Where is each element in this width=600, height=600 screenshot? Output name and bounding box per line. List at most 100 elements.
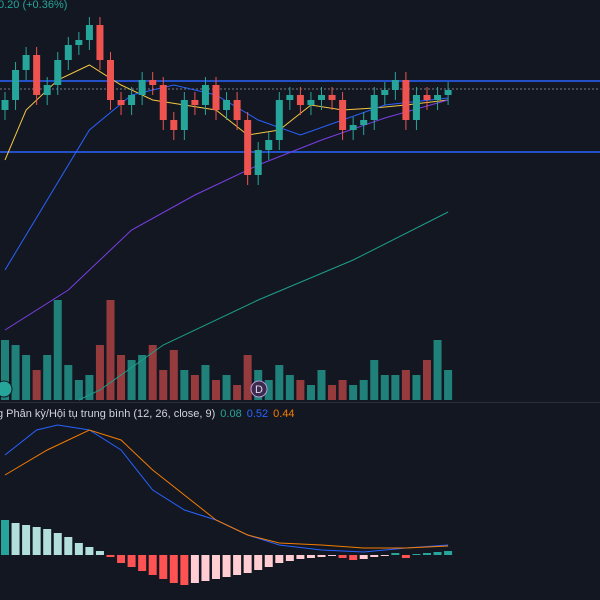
volume-bar xyxy=(190,375,199,400)
candle-body xyxy=(434,95,442,100)
candle-body xyxy=(22,55,30,70)
candle-body xyxy=(233,100,241,120)
candle-body xyxy=(180,100,188,130)
histogram-bar xyxy=(349,555,358,560)
histogram-bar xyxy=(412,554,421,555)
volume-bar xyxy=(22,355,31,400)
macd-legend-value: 0.52 xyxy=(247,408,268,420)
histogram-bar xyxy=(338,555,347,558)
candle-body xyxy=(381,90,389,95)
histogram-bar xyxy=(148,555,157,575)
histogram-bar xyxy=(254,555,263,570)
histogram-bar xyxy=(127,555,136,567)
volume-bar xyxy=(338,380,347,400)
volume-bar xyxy=(401,370,410,400)
candle-body xyxy=(1,100,9,110)
histogram-bar xyxy=(359,555,368,559)
candle-body xyxy=(360,120,368,125)
candle-body xyxy=(107,60,114,100)
histogram-bar xyxy=(11,523,20,555)
histogram-bar xyxy=(117,555,126,563)
volume-bar xyxy=(380,375,389,400)
candle-body xyxy=(286,95,294,100)
candle-body xyxy=(265,140,273,150)
badge xyxy=(250,380,268,398)
volume-bar xyxy=(275,365,284,400)
macd-label: g Phân kỳ/Hội tụ trung bình (12, 26, clo… xyxy=(0,408,215,420)
volume-bar xyxy=(32,370,41,400)
candle-body xyxy=(328,95,336,100)
candle-body xyxy=(201,85,209,105)
histogram-bar xyxy=(43,529,52,555)
volume-bar xyxy=(306,385,315,400)
candle-body xyxy=(43,85,51,95)
volume-bar xyxy=(233,385,242,400)
volume-bar xyxy=(11,345,20,400)
candle-body xyxy=(444,90,452,95)
histogram-bar xyxy=(380,555,389,556)
histogram-bar xyxy=(444,551,453,555)
volume-bar xyxy=(106,300,115,400)
volume-bar xyxy=(95,345,104,400)
macd-legend-value: 0.08 xyxy=(220,408,241,420)
histogram-bar xyxy=(159,555,168,579)
histogram-bar xyxy=(306,555,315,558)
volume-bar xyxy=(296,380,305,400)
candle-body xyxy=(128,95,136,105)
histogram-bar xyxy=(85,547,94,555)
volume-bar xyxy=(53,300,62,400)
badge-label: D xyxy=(255,384,263,396)
histogram-bar xyxy=(296,555,305,559)
volume-bar xyxy=(169,350,178,400)
candle-body xyxy=(33,55,41,95)
candle-body xyxy=(117,100,125,105)
candle-body xyxy=(191,100,199,105)
volume-bar xyxy=(212,380,220,400)
histogram-bar xyxy=(22,525,31,555)
volume-bar xyxy=(117,355,126,400)
candle-body xyxy=(170,120,178,130)
volume-bar xyxy=(180,370,189,400)
histogram-bar xyxy=(433,552,442,555)
volume-bar xyxy=(138,355,147,400)
volume-bar xyxy=(201,365,210,400)
histogram-bar xyxy=(212,555,220,579)
histogram-bar xyxy=(190,555,199,583)
histogram-bar xyxy=(169,555,178,583)
candle-body xyxy=(85,25,93,40)
macd-legend-value: 0.44 xyxy=(273,408,294,420)
volume-bar xyxy=(359,380,368,400)
histogram-bar xyxy=(106,555,115,557)
volume-bar xyxy=(1,340,9,400)
volume-bar xyxy=(243,355,252,400)
candle-body xyxy=(318,95,325,100)
candle-body xyxy=(12,70,20,100)
histogram-bar xyxy=(1,520,9,555)
volume-bar xyxy=(444,370,453,400)
volume-bar xyxy=(264,380,273,400)
macd-line xyxy=(4,424,449,553)
volume-bar xyxy=(148,345,157,400)
volume-bar xyxy=(285,375,294,400)
volume-bar xyxy=(127,360,136,400)
histogram-bar xyxy=(264,555,273,567)
candle-body xyxy=(412,95,420,120)
candle-body xyxy=(296,95,304,105)
volume-bar xyxy=(317,370,326,400)
volume-bar xyxy=(370,360,379,400)
volume-bar xyxy=(423,360,431,400)
histogram-bar xyxy=(317,555,326,557)
candle-body xyxy=(349,125,357,130)
candle-body xyxy=(54,60,62,85)
histogram-bar xyxy=(233,555,242,575)
histogram-bar xyxy=(138,555,147,571)
volume-bar xyxy=(74,380,83,400)
volume-bar xyxy=(328,385,337,400)
badge xyxy=(0,380,13,398)
histogram-bar xyxy=(222,555,231,577)
volume-bar xyxy=(222,375,231,400)
histogram-bar xyxy=(32,527,41,555)
histogram-bar xyxy=(370,555,379,557)
volume-bar xyxy=(391,375,400,400)
